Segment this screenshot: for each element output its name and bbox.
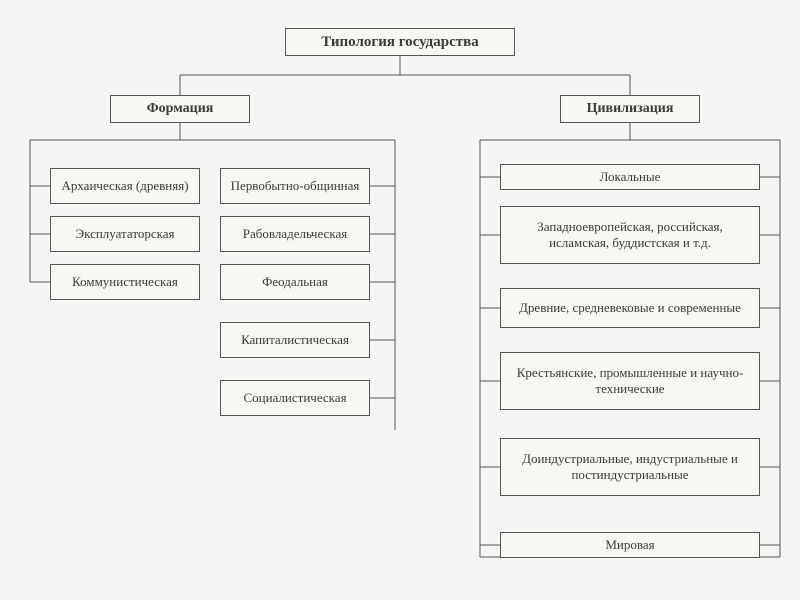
- diagram-canvas: Типология государства Формация Цивилизац…: [0, 0, 800, 600]
- formation-right-0: Первобытно-общинная: [220, 168, 370, 204]
- formation-right-3: Капиталистическая: [220, 322, 370, 358]
- civilization-item-3: Крестьянские, промышленные и научно-техн…: [500, 352, 760, 410]
- formation-right-4: Социалистическая: [220, 380, 370, 416]
- formation-right-2: Феодальная: [220, 264, 370, 300]
- formation-right-1: Рабовладельческая: [220, 216, 370, 252]
- civilization-item-1: Западноевропейская, российская, исламска…: [500, 206, 760, 264]
- formation-left-0: Архаическая (древняя): [50, 168, 200, 204]
- branch-civilization: Цивилизация: [560, 95, 700, 123]
- civilization-item-4: Доиндустриальные, индустриальные и пости…: [500, 438, 760, 496]
- root-node: Типология государства: [285, 28, 515, 56]
- civilization-item-5: Мировая: [500, 532, 760, 558]
- branch-formation: Формация: [110, 95, 250, 123]
- formation-left-2: Коммунистическая: [50, 264, 200, 300]
- civilization-item-0: Локальные: [500, 164, 760, 190]
- formation-left-1: Эксплуататорская: [50, 216, 200, 252]
- civilization-item-2: Древние, средневековые и современные: [500, 288, 760, 328]
